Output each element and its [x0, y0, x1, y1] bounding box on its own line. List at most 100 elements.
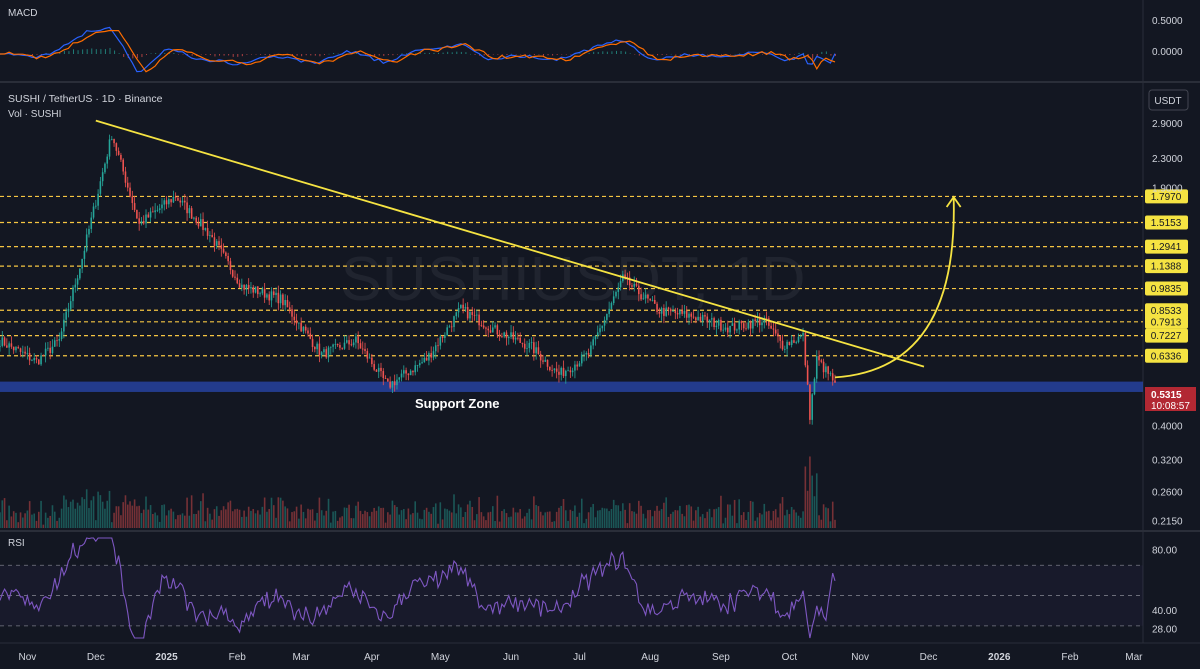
candle-body: [270, 291, 273, 301]
candle-body: [190, 208, 193, 219]
candle-body: [69, 301, 72, 309]
candle-body: [83, 250, 86, 259]
volume-bar: [441, 519, 444, 528]
candle-body: [60, 331, 63, 339]
candle-body: [106, 156, 109, 164]
volume-bar: [715, 508, 718, 528]
volume-bar: [355, 505, 357, 528]
volume-bar: [430, 513, 432, 528]
candle-body: [76, 278, 79, 285]
candle-body: [152, 211, 154, 213]
volume-bar: [140, 513, 143, 528]
macd-histogram-bar: [643, 54, 645, 56]
candle-body: [275, 292, 277, 296]
macd-histogram-bar: [830, 54, 832, 56]
volume-bar: [241, 516, 243, 528]
candle-body: [405, 370, 407, 374]
projection-arrow-curve[interactable]: [834, 197, 955, 379]
candle-body: [81, 258, 83, 269]
candle-body: [259, 293, 261, 295]
macd-histogram-bar: [556, 54, 558, 55]
candle-body: [279, 294, 282, 304]
candle-body: [348, 340, 350, 345]
volume-bar: [79, 505, 81, 528]
volume-bar: [309, 509, 312, 528]
macd-histogram-bar: [821, 51, 823, 54]
macd-histogram-bar: [415, 53, 417, 54]
volume-bar: [564, 510, 567, 528]
candle-body: [400, 373, 403, 378]
volume-bar: [758, 513, 761, 528]
volume-bar: [752, 501, 754, 528]
support-zone-band: [0, 381, 1143, 392]
volume-bar: [396, 506, 398, 528]
candle-body: [183, 200, 186, 203]
projection-arrow-head[interactable]: [945, 195, 962, 208]
volume-bar: [692, 520, 695, 528]
volume-bar: [350, 518, 353, 528]
candle-body: [37, 359, 40, 365]
volume-bar: [236, 508, 239, 528]
candle-body: [455, 312, 458, 317]
candle-body: [603, 319, 606, 326]
volume-bar: [695, 510, 697, 528]
candle-body: [161, 204, 163, 209]
macd-histogram-bar: [123, 54, 125, 57]
symbol-title[interactable]: SUSHI / TetherUS · 1D · Binance: [8, 93, 163, 105]
volume-bar: [405, 519, 407, 528]
macd-histogram-bar: [447, 51, 449, 54]
candle-body: [628, 277, 631, 286]
projection-arrow[interactable]: [834, 195, 962, 379]
macd-histogram-bar: [720, 54, 722, 55]
volume-bar: [209, 513, 211, 528]
countdown-label: 10:08:57: [1151, 401, 1190, 412]
volume-bar: [713, 509, 715, 528]
volume-bar: [368, 516, 371, 528]
macd-histogram-bar: [77, 50, 79, 54]
candle-body: [179, 200, 182, 203]
candle-body: [667, 307, 670, 310]
volume-bar: [754, 520, 756, 528]
candle-body: [813, 378, 816, 395]
rsi-tick-label: 40.00: [1152, 606, 1177, 617]
volume-bar: [126, 504, 129, 528]
candle-body: [444, 335, 446, 338]
candle-body: [681, 310, 683, 314]
volume-title[interactable]: Vol · SUSHI: [8, 109, 61, 120]
volume-bar: [101, 501, 104, 528]
candle-body: [382, 371, 385, 379]
volume-bar: [243, 510, 245, 528]
macd-histogram-bar: [780, 54, 782, 57]
volume-bar: [537, 506, 540, 528]
candle-body: [330, 346, 332, 348]
volume-bar: [624, 509, 626, 528]
volume-bar: [720, 495, 722, 528]
candle-body: [507, 336, 510, 339]
volume-bar: [434, 503, 437, 528]
candle-body: [339, 345, 341, 348]
trendline-segment[interactable]: [95, 119, 925, 368]
volume-bar: [222, 506, 225, 528]
candle-body: [325, 349, 328, 358]
candle-body: [17, 347, 20, 349]
macd-histogram-bar: [634, 54, 636, 55]
volume-bar: [795, 512, 798, 528]
time-tick-label: Dec: [920, 652, 938, 663]
candle-body: [147, 214, 150, 218]
candle-body: [247, 284, 250, 289]
candle-body: [549, 366, 551, 371]
macd-histogram-bar: [734, 53, 736, 55]
macd-histogram-bar: [666, 54, 668, 55]
trendline[interactable]: [95, 119, 925, 368]
volume-bar: [279, 497, 282, 528]
support-zone: [0, 381, 1143, 392]
candle-body: [635, 283, 638, 286]
candle-body: [19, 348, 22, 352]
volume-bar: [594, 517, 597, 528]
candle-body: [238, 283, 241, 288]
candle-body: [505, 332, 508, 339]
volume-bar: [190, 495, 193, 528]
candle-body: [229, 261, 232, 271]
currency-button[interactable]: USDT: [1148, 89, 1189, 111]
